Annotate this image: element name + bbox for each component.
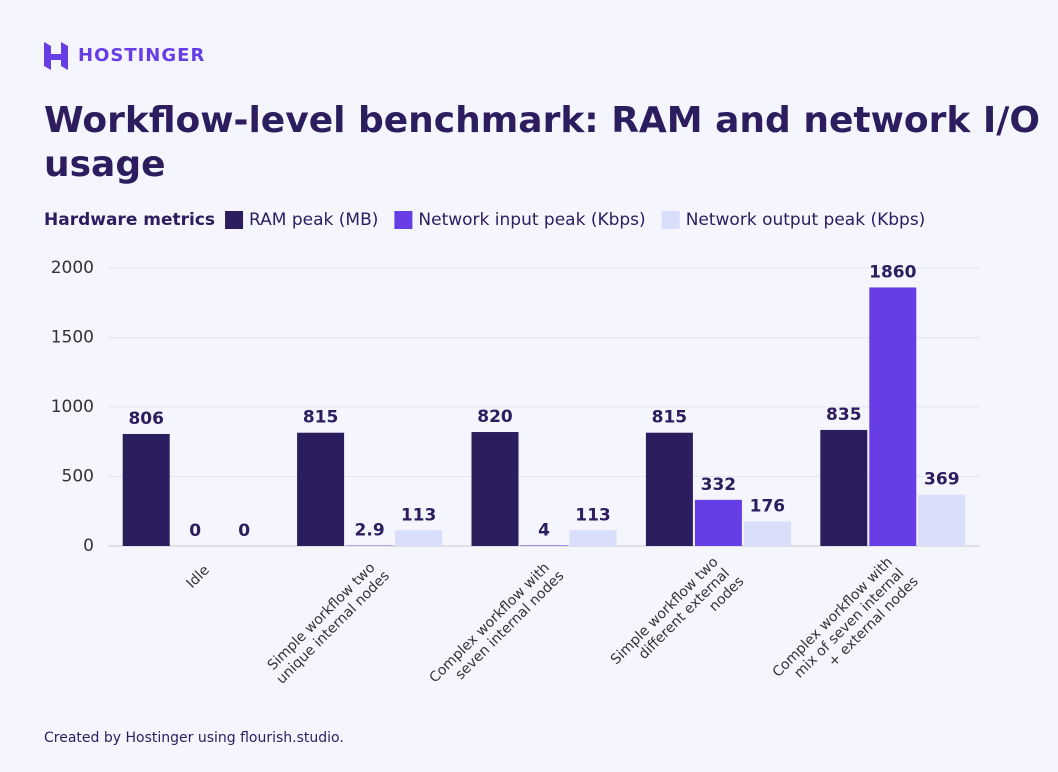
value-label: 820 [477, 407, 513, 427]
value-label: 815 [303, 408, 339, 428]
bar [395, 530, 442, 546]
value-label: 2.9 [355, 521, 385, 541]
bar [472, 432, 519, 546]
bar [297, 433, 344, 546]
value-label: 1860 [869, 262, 916, 282]
bar [695, 500, 742, 546]
y-tick-label: 0 [83, 536, 94, 556]
y-tick-label: 1000 [51, 397, 94, 417]
bar [744, 522, 791, 546]
chart-title: Workflow-level benchmark: RAM and networ… [44, 100, 1053, 185]
value-label: 113 [575, 505, 611, 525]
bar [820, 430, 867, 546]
y-tick-label: 2000 [51, 258, 94, 278]
logo-icon [44, 42, 68, 70]
legend-swatch [662, 211, 680, 229]
value-label: 4 [538, 520, 550, 540]
legend-swatch [225, 211, 243, 229]
bar [570, 530, 617, 546]
value-label: 835 [826, 405, 862, 425]
bar [123, 434, 170, 546]
legend-label: RAM peak (MB) [249, 210, 378, 230]
bar [869, 287, 916, 546]
bar [646, 433, 693, 546]
x-tick-label: Idle [183, 562, 212, 591]
legend-swatch [394, 211, 412, 229]
x-tick-label: Complex workflow with mix of seven inter… [770, 551, 922, 703]
value-label: 113 [401, 505, 437, 525]
x-tick-label: Simple workflow two different external n… [608, 551, 748, 691]
brand: HOSTINGER [78, 45, 205, 66]
value-label: 0 [189, 521, 201, 541]
legend-label: Network output peak (Kbps) [686, 210, 926, 230]
y-tick-label: 1500 [51, 328, 94, 348]
bar [521, 545, 568, 546]
value-label: 369 [924, 470, 960, 490]
value-label: 176 [750, 497, 786, 517]
legend-title: Hardware metrics [44, 210, 215, 230]
value-label: 332 [701, 475, 737, 495]
value-label: 0 [238, 521, 250, 541]
value-label: 815 [652, 408, 688, 428]
x-tick-label: Complex workflow with seven internal nod… [426, 557, 567, 698]
bar [918, 495, 965, 546]
y-tick-label: 500 [62, 467, 94, 487]
x-tick-label: Simple workflow two unique internal node… [262, 557, 393, 688]
legend-label: Network input peak (Kbps) [418, 210, 645, 230]
footer: Created by Hostinger using flourish.stud… [44, 730, 344, 746]
value-label: 806 [128, 409, 164, 429]
